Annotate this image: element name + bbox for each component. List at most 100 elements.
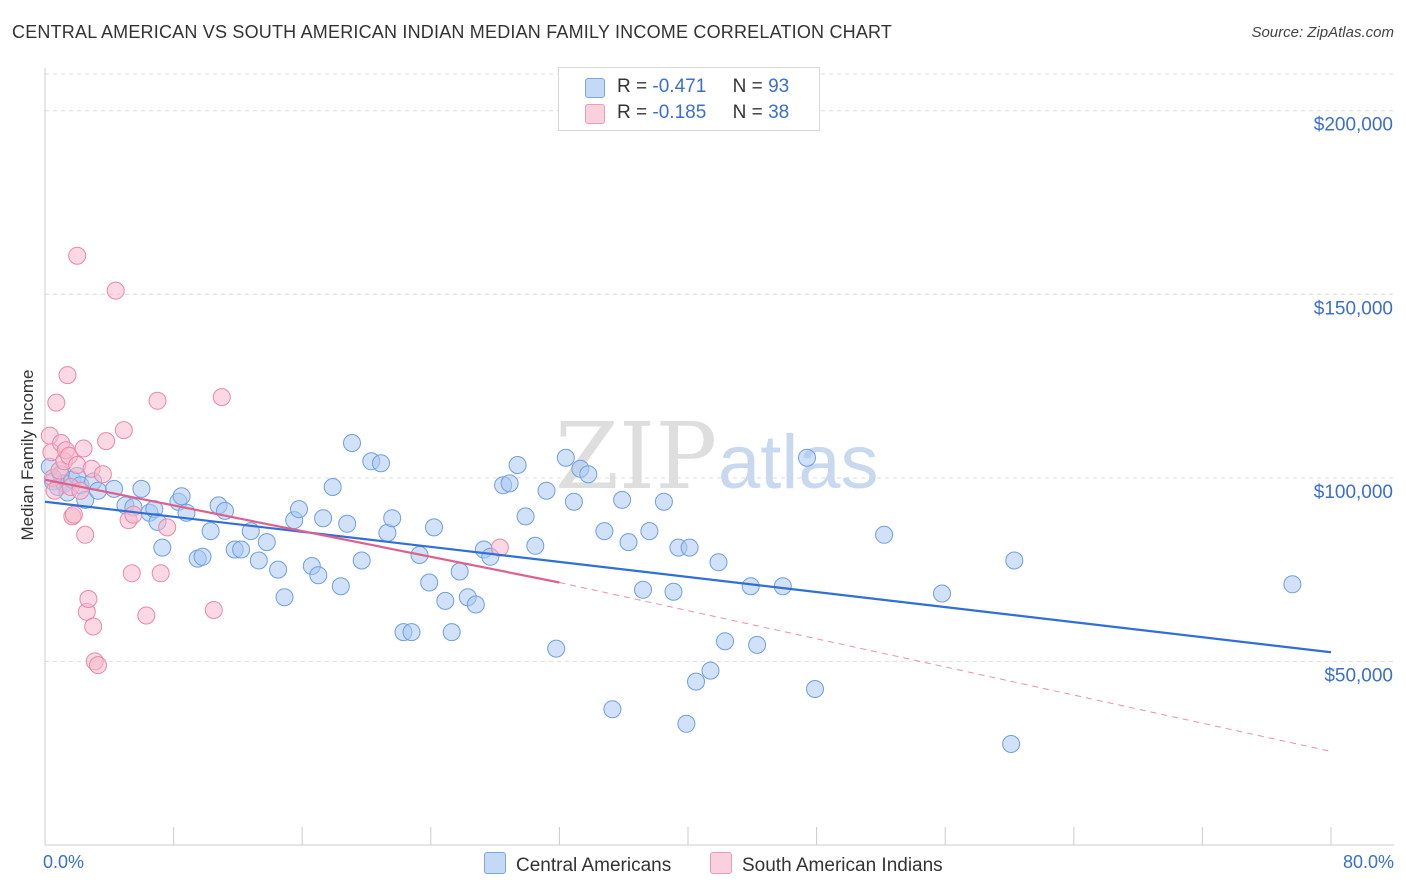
point-south-american-indian [151, 564, 170, 583]
legend-r-value: -0.471 [652, 76, 707, 97]
point-central-american [516, 507, 535, 526]
bottom-legend-label-south: South American Indians [742, 855, 943, 876]
point-central-american [153, 538, 172, 557]
point-central-american [1283, 575, 1302, 594]
x-tick-min: 0.0% [43, 852, 85, 872]
legend-n-label: N = [732, 76, 763, 97]
point-central-american [466, 595, 485, 614]
x-tick-max: 80.0% [1342, 852, 1394, 872]
point-central-american [773, 577, 792, 596]
point-central-american [309, 566, 328, 585]
legend-n-value: 93 [768, 76, 790, 97]
point-south-american-indian [47, 393, 66, 412]
bottom-legend-label-central: Central Americans [516, 855, 672, 876]
point-central-american [748, 635, 767, 654]
y-tick-labels: $50,000 $100,000 $150,000 $200,000 [1314, 115, 1393, 687]
point-central-american [687, 672, 705, 691]
point-central-american [450, 562, 469, 581]
point-south-american-indian [106, 281, 125, 300]
legend: R = -0.471 N = 93 R = -0.185 N = 38 [558, 67, 820, 131]
bottom-legend-south: South American Indians [710, 852, 943, 877]
point-central-american [338, 514, 357, 533]
point-south-american-indian [68, 246, 87, 265]
point-central-american [547, 639, 566, 658]
legend-r-label: R = [617, 76, 648, 97]
point-central-american [201, 522, 220, 541]
point-central-american [436, 591, 455, 610]
point-central-american [579, 465, 598, 484]
point-central-american [1005, 551, 1024, 570]
point-central-american [701, 661, 720, 680]
point-central-american [249, 551, 268, 570]
point-central-american [314, 509, 333, 528]
source-label: Source: ZipAtlas.com [1251, 24, 1394, 41]
watermark-atlas: atlas [718, 420, 879, 505]
point-central-american [595, 522, 614, 541]
point-central-american [420, 573, 439, 592]
point-central-american [526, 536, 545, 555]
axes [44, 68, 1394, 846]
y-tick-label: $150,000 [1314, 298, 1393, 319]
watermark-zip: ZIP [555, 403, 717, 510]
point-central-american [352, 551, 371, 570]
point-central-american [640, 522, 659, 541]
point-central-american [442, 623, 461, 642]
point-south-american-indian [124, 505, 143, 524]
point-south-american-indian [137, 606, 156, 625]
point-central-american [564, 492, 583, 511]
point-central-american [508, 456, 527, 474]
point-south-american-indian [84, 617, 103, 636]
point-south-american-indian [148, 391, 167, 410]
point-central-american [664, 582, 683, 601]
legend-swatch-south [585, 104, 605, 124]
point-central-american [383, 509, 402, 528]
point-south-american-indian [93, 465, 112, 484]
bottom-legend-swatch-central [484, 852, 506, 874]
point-central-american [613, 490, 632, 509]
point-south-american-indian [158, 518, 177, 537]
point-central-american [537, 481, 556, 500]
point-central-american [677, 714, 696, 733]
point-central-american [603, 700, 622, 719]
bottom-legend-swatch-south [710, 852, 732, 874]
point-central-american [500, 474, 519, 493]
trend-line-central [44, 500, 1332, 654]
point-south-american-indian [490, 538, 509, 557]
point-central-american [425, 518, 443, 537]
point-central-american [343, 434, 361, 452]
point-central-american [556, 448, 575, 467]
chart-title: CENTRAL AMERICAN VS SOUTH AMERICAN INDIA… [12, 22, 893, 42]
point-south-american-indian [79, 590, 98, 608]
point-central-american [654, 492, 673, 511]
y-tick-label: $100,000 [1314, 482, 1393, 503]
point-central-american [933, 584, 951, 603]
point-central-american [269, 560, 288, 579]
point-central-american [372, 454, 390, 473]
point-south-american-indian [212, 388, 231, 407]
data-points [40, 246, 1302, 753]
point-south-american-indian [204, 601, 223, 619]
point-central-american [290, 500, 308, 519]
point-central-american [132, 479, 151, 498]
legend-swatch-central [585, 78, 605, 98]
point-central-american [331, 577, 350, 596]
point-central-american [798, 448, 816, 467]
point-central-american [275, 588, 294, 607]
bottom-legend-central: Central Americans [484, 852, 671, 877]
point-south-american-indian [114, 421, 133, 440]
trend-lines [44, 478, 1332, 752]
point-central-american [680, 538, 699, 557]
point-central-american [634, 580, 652, 599]
point-central-american [1002, 735, 1021, 753]
point-central-american [709, 553, 728, 572]
point-central-american [172, 487, 191, 506]
legend-n-value: 38 [768, 102, 790, 123]
point-central-american [875, 525, 894, 544]
point-central-american [716, 632, 734, 651]
point-central-american [232, 540, 251, 559]
point-central-american [741, 577, 760, 596]
point-central-american [806, 680, 824, 698]
point-central-american [257, 533, 276, 552]
point-south-american-indian [64, 505, 83, 524]
point-south-american-indian [122, 564, 141, 583]
